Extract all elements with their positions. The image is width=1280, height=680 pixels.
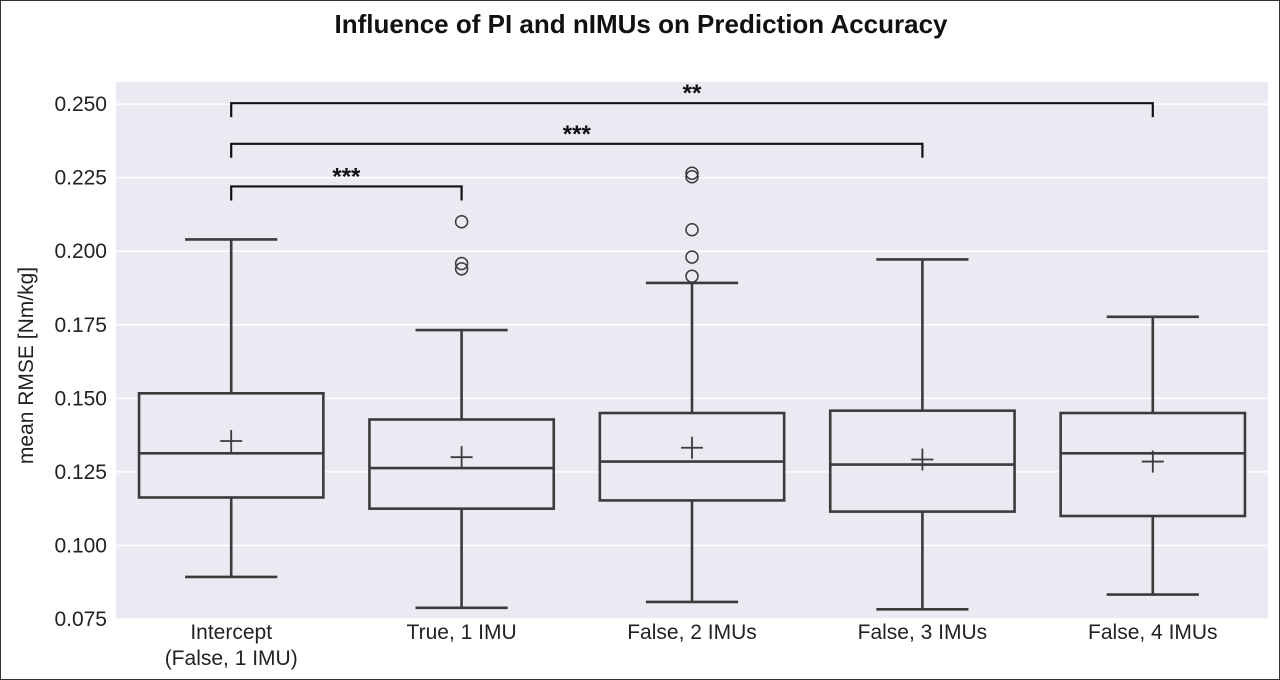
significance-label: *** bbox=[563, 121, 592, 148]
y-tick-label: 0.225 bbox=[54, 167, 107, 190]
y-tick-label: 0.100 bbox=[54, 534, 107, 557]
box-4 bbox=[828, 258, 1016, 611]
x-tick-label: Intercept bbox=[190, 621, 272, 644]
y-tick-label: 0.200 bbox=[54, 240, 107, 263]
outlier-point bbox=[685, 169, 699, 184]
outlier-point bbox=[454, 215, 469, 229]
box-3 bbox=[598, 166, 786, 604]
x-tick-label: False, 4 IMUs bbox=[1088, 621, 1218, 644]
significance-bracket: ** bbox=[230, 80, 1154, 118]
outlier-point bbox=[454, 262, 469, 276]
box-2 bbox=[368, 215, 556, 610]
y-tick-label: 0.125 bbox=[54, 461, 107, 484]
significance-label: ** bbox=[683, 80, 702, 107]
x-tick-label: False, 3 IMUs bbox=[858, 621, 988, 644]
boxes bbox=[137, 166, 1247, 611]
significance-brackets: ******** bbox=[230, 80, 1154, 201]
significance-bracket: *** bbox=[230, 163, 463, 201]
outlier-point bbox=[685, 222, 699, 237]
y-tick-label: 0.175 bbox=[54, 314, 107, 337]
x-tick-label: False, 2 IMUs bbox=[627, 621, 757, 644]
bracket-line bbox=[230, 102, 1154, 118]
significance-bracket: *** bbox=[230, 121, 924, 158]
outlier-point bbox=[454, 256, 469, 271]
outlier-point bbox=[685, 250, 699, 264]
outlier-point bbox=[685, 269, 699, 283]
y-tick-label: 0.250 bbox=[54, 93, 107, 116]
y-tick-label: 0.150 bbox=[54, 387, 107, 410]
bracket-line bbox=[230, 185, 463, 201]
box-iqr bbox=[368, 418, 556, 510]
x-axis-ticks: Intercept (False, 1 IMU) True, 1 IMU False,… bbox=[165, 621, 1218, 670]
box-1 bbox=[137, 238, 325, 579]
y-axis-ticks: 0.075 0.100 0.125 0.150 0.175 0.200 0.225 0.250 bbox=[54, 93, 107, 631]
y-axis-label: mean RMSE [Nm/kg] bbox=[15, 267, 38, 464]
y-tick-label: 0.075 bbox=[54, 608, 107, 631]
outlier-point bbox=[685, 166, 699, 180]
bracket-line bbox=[230, 142, 924, 158]
x-tick-label: (False, 1 IMU) bbox=[165, 647, 298, 670]
box-5 bbox=[1059, 315, 1247, 596]
x-tick-label: True, 1 IMU bbox=[407, 621, 517, 644]
chart-title: Influence of PI and nIMUs on Prediction … bbox=[334, 9, 948, 39]
significance-label: *** bbox=[332, 163, 361, 190]
